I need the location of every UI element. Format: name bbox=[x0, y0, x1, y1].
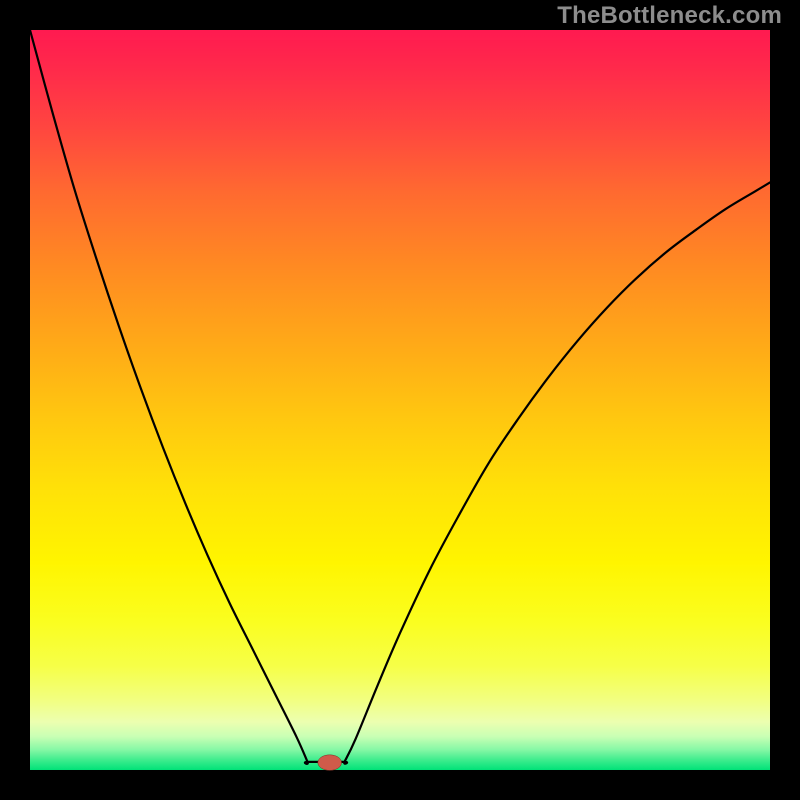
watermark-text: TheBottleneck.com bbox=[557, 2, 782, 30]
chart-stage: TheBottleneck.com bbox=[0, 0, 800, 800]
optimal-point-marker bbox=[318, 755, 342, 771]
bottleneck-chart bbox=[0, 0, 800, 800]
plot-gradient bbox=[30, 30, 770, 770]
